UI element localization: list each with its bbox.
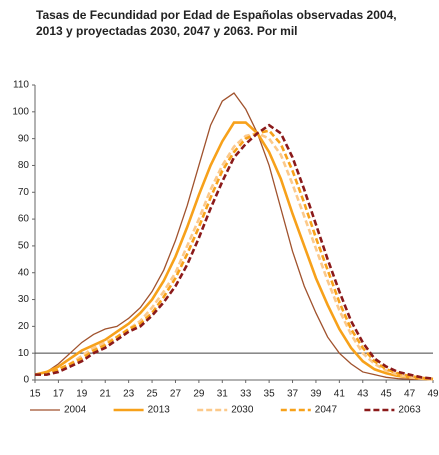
y-tick-label: 0 bbox=[23, 375, 29, 386]
x-tick-label: 25 bbox=[146, 389, 158, 400]
series-line bbox=[34, 92, 434, 381]
y-tick-label: 70 bbox=[18, 187, 30, 198]
legend-label: 2063 bbox=[398, 405, 421, 416]
x-tick-label: 35 bbox=[264, 389, 276, 400]
x-tick-label: 27 bbox=[170, 389, 182, 400]
y-tick-label: 10 bbox=[18, 348, 30, 359]
y-tick-label: 110 bbox=[13, 80, 29, 91]
x-tick-label: 31 bbox=[217, 389, 229, 400]
x-tick-label: 15 bbox=[29, 389, 41, 400]
y-tick-label: 40 bbox=[18, 267, 30, 278]
x-tick-label: 45 bbox=[381, 389, 393, 400]
x-tick-label: 41 bbox=[334, 389, 346, 400]
x-tick-label: 33 bbox=[240, 389, 252, 400]
y-tick-label: 30 bbox=[18, 294, 30, 305]
y-tick-label: 60 bbox=[18, 214, 30, 225]
series-line bbox=[35, 123, 434, 380]
legend-label: 2004 bbox=[64, 405, 87, 416]
x-tick-label: 47 bbox=[404, 389, 416, 400]
x-tick-label: 29 bbox=[193, 389, 205, 400]
x-tick-label: 43 bbox=[357, 389, 369, 400]
series-line bbox=[34, 121, 434, 381]
x-tick-label: 37 bbox=[287, 389, 299, 400]
x-tick-label: 19 bbox=[76, 389, 88, 400]
y-tick-label: 20 bbox=[18, 321, 30, 332]
x-tick-label: 23 bbox=[123, 389, 135, 400]
y-tick-label: 100 bbox=[12, 106, 29, 117]
legend-label: 2030 bbox=[231, 405, 254, 416]
x-tick-label: 49 bbox=[427, 389, 439, 400]
x-tick-label: 39 bbox=[310, 389, 322, 400]
series-line bbox=[35, 131, 434, 381]
series-line bbox=[35, 129, 434, 381]
chart-title: Tasas de Fecundidad por Edad de Española… bbox=[36, 8, 397, 22]
y-tick-label: 80 bbox=[18, 160, 30, 171]
legend-label: 2013 bbox=[148, 405, 171, 416]
chart-title: 2013 y proyectadas 2030, 2047 y 2063. Po… bbox=[36, 24, 298, 38]
x-tick-label: 17 bbox=[53, 389, 65, 400]
y-tick-label: 90 bbox=[18, 133, 30, 144]
legend-label: 2047 bbox=[315, 405, 338, 416]
y-tick-label: 50 bbox=[18, 241, 30, 252]
x-tick-label: 21 bbox=[100, 389, 112, 400]
